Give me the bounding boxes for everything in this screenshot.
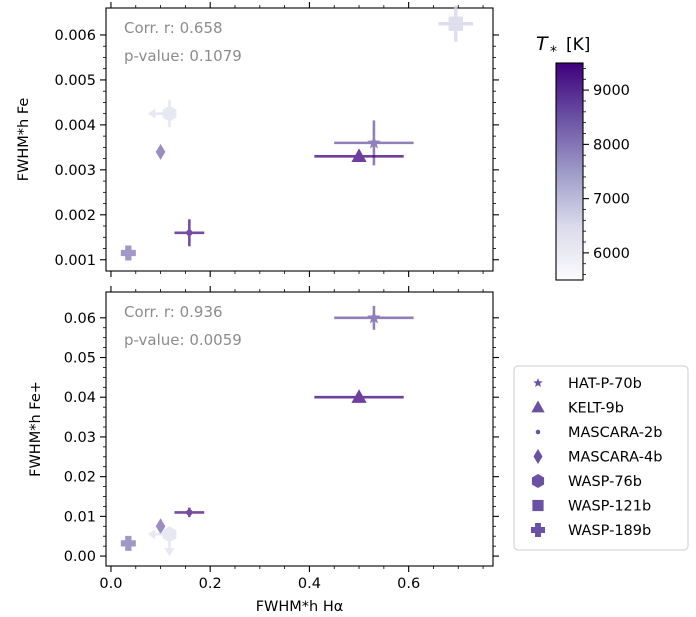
y-tick-label: 0.06 bbox=[64, 311, 96, 327]
marker-dot bbox=[186, 229, 193, 236]
colorbar-tick-label: 9000 bbox=[593, 83, 630, 99]
y-tick-label: 0.03 bbox=[64, 430, 96, 446]
x-upper-limit-arrow bbox=[147, 529, 156, 540]
y-tick-label: 0.005 bbox=[54, 73, 96, 89]
x-tick-label: 0.2 bbox=[199, 576, 222, 592]
legend-label: MASCARA-2b bbox=[568, 425, 662, 441]
legend-entry: WASP-121b bbox=[532, 499, 651, 515]
legend-marker-triangle bbox=[531, 400, 545, 413]
colorbar-label-symbol: T bbox=[536, 33, 549, 55]
x-axis-label: FWHM*h Hα bbox=[256, 599, 344, 615]
data-point-mascara-4b bbox=[155, 518, 166, 535]
legend-entry: WASP-189b bbox=[531, 523, 651, 539]
x-tick-label: 0.4 bbox=[298, 576, 321, 592]
data-point-wasp-121b bbox=[438, 5, 474, 42]
data-point-mascara-2b bbox=[174, 219, 205, 247]
legend-label: WASP-189b bbox=[568, 523, 651, 539]
marker-dot bbox=[186, 509, 193, 516]
colorbar-label-subscript: * bbox=[550, 44, 557, 60]
colorbar-label-unit: [K] bbox=[566, 35, 590, 55]
legend-label: MASCARA-4b bbox=[568, 450, 662, 466]
marker-diamond bbox=[155, 518, 166, 535]
correlation-text: Corr. r: 0.936 bbox=[124, 303, 223, 321]
data-point-kelt-9b bbox=[314, 389, 404, 403]
y-axis-label: FWHM*h Fe bbox=[16, 98, 32, 182]
x-tick-label: 0.6 bbox=[397, 576, 420, 592]
legend-entry: MASCARA-2b bbox=[535, 425, 662, 441]
legend-label: HAT-P-70b bbox=[568, 376, 642, 392]
colorbar-tick-label: 8000 bbox=[593, 137, 630, 153]
y-tick-label: 0.04 bbox=[64, 390, 96, 406]
y-tick-label: 0.00 bbox=[64, 549, 96, 565]
x-tick-label: 0.0 bbox=[99, 576, 122, 592]
y-tick-label: 0.001 bbox=[54, 253, 96, 269]
legend-entry: HAT-P-70b bbox=[533, 376, 642, 392]
marker-hexagon bbox=[162, 526, 177, 543]
legend-label: KELT-9b bbox=[568, 401, 624, 417]
y-tick-label: 0.006 bbox=[54, 28, 96, 44]
data-point-wasp-189b bbox=[120, 245, 136, 261]
data-point-wasp-76b bbox=[147, 526, 177, 557]
data-point-wasp-189b bbox=[120, 535, 136, 551]
marker-triangle bbox=[351, 389, 367, 403]
y-upper-limit-arrow bbox=[164, 548, 175, 557]
marker-plus bbox=[120, 245, 136, 261]
colorbar-tick-label: 7000 bbox=[593, 192, 630, 208]
pvalue-text: p-value: 0.1079 bbox=[124, 47, 242, 65]
data-point-hat-p-70b bbox=[334, 120, 414, 166]
marker-star bbox=[367, 135, 381, 149]
y-tick-label: 0.02 bbox=[64, 470, 96, 486]
legend-entry: KELT-9b bbox=[531, 400, 624, 417]
plot-frame bbox=[105, 291, 494, 567]
plot-frame bbox=[105, 7, 494, 272]
y-axis-label: FWHM*h Fe+ bbox=[28, 381, 44, 477]
legend-marker-diamond bbox=[533, 449, 543, 464]
x-upper-limit-arrow bbox=[147, 108, 156, 119]
legend-entry: WASP-76b bbox=[531, 474, 642, 490]
legend-marker-hexagon bbox=[531, 474, 545, 488]
top-panel: 0.001 0.002 0.003 0.004 0.005 0.006 FWHM*h Fe C… bbox=[16, 2, 499, 277]
legend-marker-dot bbox=[535, 429, 541, 435]
legend-marker-star bbox=[533, 378, 543, 388]
pvalue-text: p-value: 0.0059 bbox=[124, 331, 242, 349]
y-tick-label: 0.05 bbox=[64, 351, 96, 367]
marker-diamond bbox=[155, 143, 166, 160]
data-point-kelt-9b bbox=[314, 148, 404, 162]
colorbar-gradient bbox=[555, 62, 584, 281]
marker-square bbox=[448, 16, 463, 31]
legend-marker-plus bbox=[531, 523, 545, 537]
marker-triangle bbox=[351, 148, 367, 162]
correlation-text: Corr. r: 0.658 bbox=[124, 19, 223, 37]
legend-box bbox=[513, 365, 689, 551]
legend-marker-square bbox=[532, 499, 544, 512]
legend-label: WASP-121b bbox=[568, 499, 651, 515]
data-point-mascara-2b bbox=[174, 507, 205, 518]
colorbar: 6000 7000 8000 9000 T * [K] bbox=[536, 33, 630, 281]
y-tick-label: 0.002 bbox=[54, 208, 96, 224]
marker-star bbox=[367, 310, 381, 324]
bottom-panel: 0.00 0.01 0.02 0.03 0.04 0.05 0.06 0.0 0.2 0.4 0.6… bbox=[28, 286, 499, 615]
data-point-wasp-76b bbox=[147, 100, 177, 128]
marker-hexagon bbox=[162, 105, 177, 122]
y-tick-label: 0.01 bbox=[64, 509, 96, 525]
data-point-mascara-4b bbox=[155, 143, 166, 160]
marker-plus bbox=[120, 535, 136, 551]
y-tick-label: 0.004 bbox=[54, 118, 96, 134]
y-tick-label: 0.003 bbox=[54, 163, 96, 179]
legend: HAT-P-70b KELT-9b MASCARA-2b MASCARA-4b WASP… bbox=[513, 365, 689, 551]
legend-entry: MASCARA-4b bbox=[533, 449, 662, 466]
colorbar-tick-label: 6000 bbox=[593, 246, 630, 262]
data-point-hat-p-70b bbox=[334, 305, 414, 330]
legend-label: WASP-76b bbox=[568, 474, 642, 490]
